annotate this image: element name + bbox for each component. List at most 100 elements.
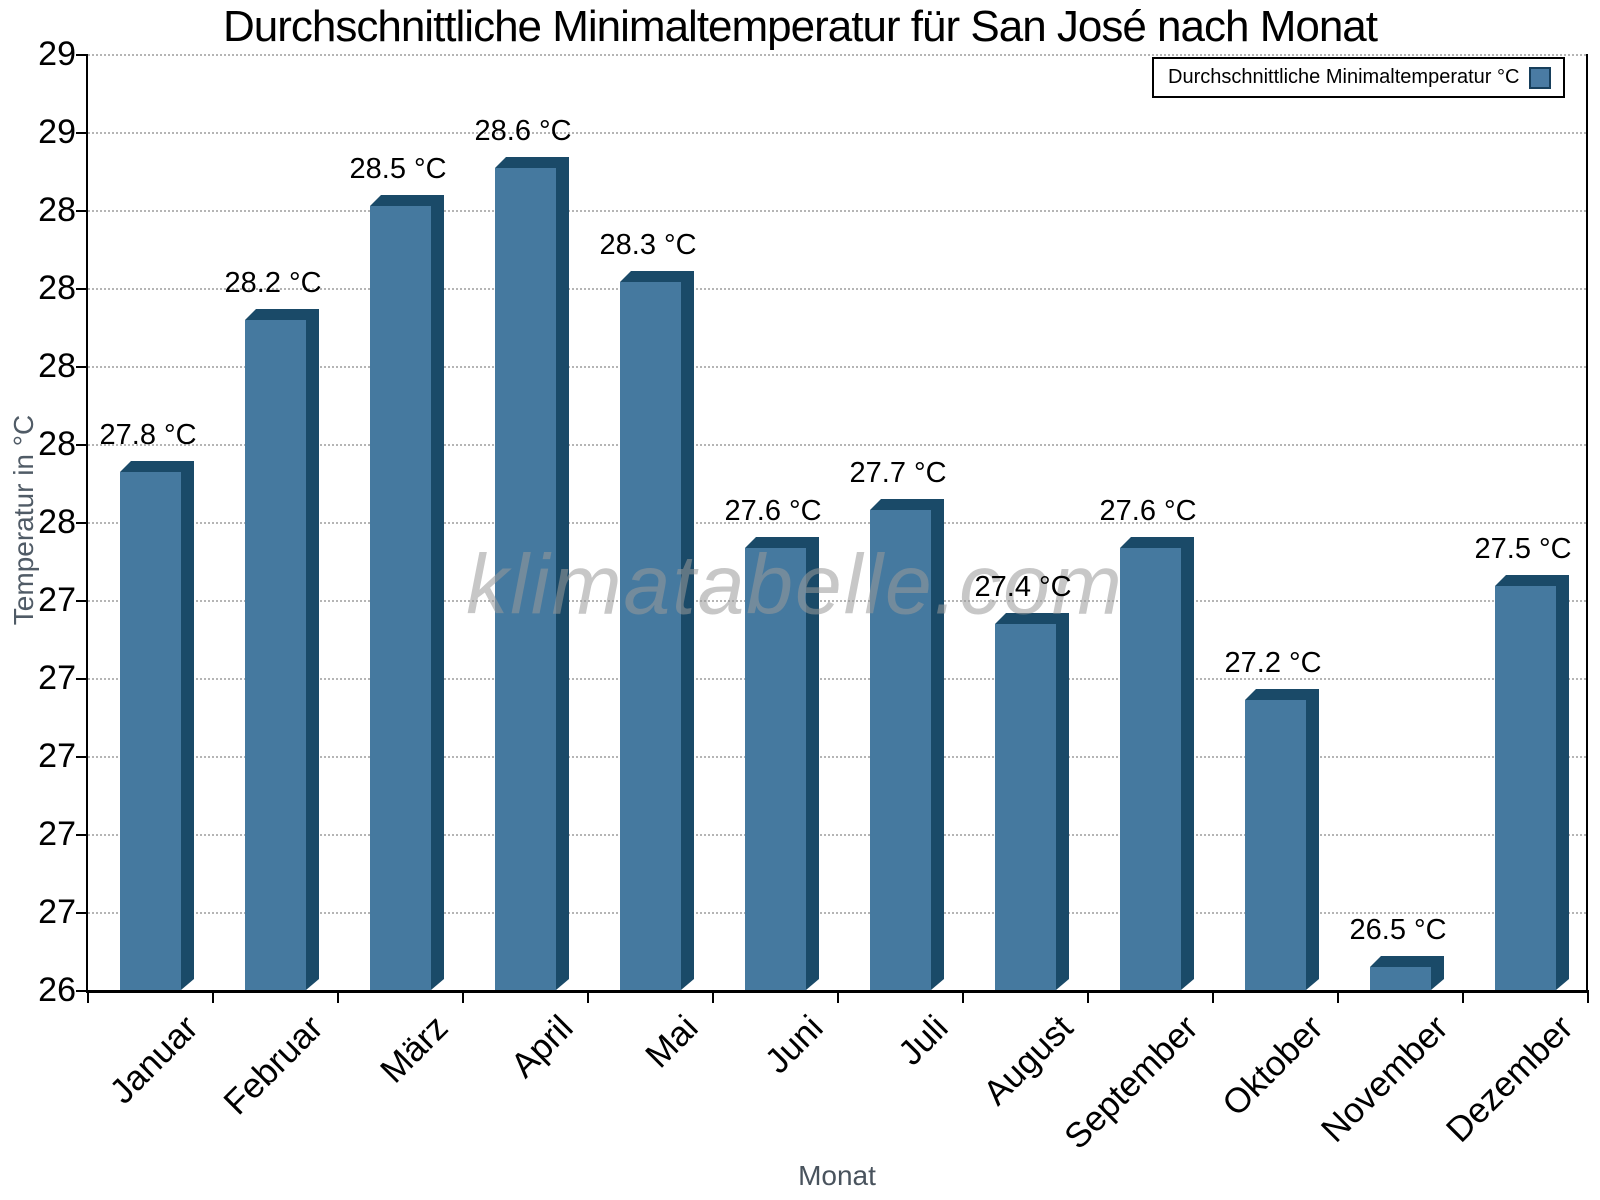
bar-face (995, 624, 1056, 990)
bar-value-label-juni: 27.6 °C (724, 495, 822, 527)
gridline (88, 132, 1586, 134)
gridline (88, 54, 1586, 56)
bar-side-bevel (306, 320, 319, 990)
bar-side-bevel (1431, 967, 1444, 990)
bar-top-bevel (495, 157, 569, 168)
bar-value-label-februar: 28.2 °C (224, 267, 322, 299)
y-tick-mark (76, 444, 88, 446)
y-tick-mark (76, 756, 88, 758)
x-tick-mark (1087, 990, 1089, 1003)
y-tick-mark (76, 132, 88, 134)
bar-side-bevel (681, 282, 694, 990)
y-tick-label: 28 (38, 269, 76, 307)
x-tick-mark (337, 990, 339, 1003)
bar-side-bevel (1556, 586, 1569, 990)
bar-april (495, 157, 569, 990)
x-axis-title: Monat (798, 1160, 876, 1191)
x-tick-mark (1462, 990, 1464, 1003)
y-tick-mark (76, 54, 88, 56)
bar-value-label-januar: 27.8 °C (99, 419, 197, 451)
y-tick-label: 28 (38, 425, 76, 463)
bar-august (995, 613, 1069, 990)
bar-value-label-dezember: 27.5 °C (1474, 533, 1572, 565)
bar-side-bevel (556, 168, 569, 990)
x-axis-label-dezember: Dezember (1438, 1008, 1581, 1150)
bar-top-bevel (1245, 689, 1319, 700)
bar-top-bevel (870, 499, 944, 510)
bar-top-bevel (245, 309, 319, 320)
bar-value-label-september: 27.6 °C (1099, 495, 1197, 527)
y-tick-label: 27 (38, 659, 76, 697)
bar-side-bevel (1306, 700, 1319, 990)
x-tick-mark (212, 990, 214, 1003)
gridline (88, 756, 1586, 758)
bar-side-bevel (806, 548, 819, 990)
bar-juli (870, 499, 944, 990)
bar-september (1120, 537, 1194, 990)
x-tick-mark (587, 990, 589, 1003)
gridline (88, 288, 1586, 290)
bar-juni (745, 537, 819, 990)
gridline (88, 912, 1586, 914)
bar-side-bevel (181, 472, 194, 990)
bar-top-bevel (620, 271, 694, 282)
bar-face (1120, 548, 1181, 990)
bar-januar (120, 461, 194, 990)
bar-value-label-juli: 27.7 °C (849, 457, 947, 489)
x-tick-mark (962, 990, 964, 1003)
x-tick-mark (87, 990, 89, 1003)
legend-swatch-icon (1529, 66, 1551, 89)
y-tick-mark (76, 600, 88, 602)
x-axis-label-april: April (503, 1008, 581, 1086)
gridline (88, 444, 1586, 446)
bar-face (1245, 700, 1306, 990)
bar-face (620, 282, 681, 990)
bar-value-label-august: 27.4 °C (974, 571, 1072, 603)
gridline (88, 210, 1586, 212)
bar-mai (620, 271, 694, 990)
bar-oktober (1245, 689, 1319, 990)
x-tick-mark (1587, 990, 1589, 1003)
x-axis-label-juni: Juni (757, 1008, 831, 1081)
bar-face (1370, 967, 1431, 990)
gridline (88, 366, 1586, 368)
bar-value-label-november: 26.5 °C (1349, 914, 1447, 946)
gridline (88, 834, 1586, 836)
y-tick-mark (76, 210, 88, 212)
bar-value-label-april: 28.6 °C (474, 115, 572, 147)
bar-top-bevel (995, 613, 1069, 624)
bar-side-bevel (931, 510, 944, 990)
watermark: klimatabelle.com (466, 537, 1124, 632)
x-tick-mark (712, 990, 714, 1003)
y-tick-mark (76, 912, 88, 914)
legend-label: Durchschnittliche Minimaltemperatur °C (1168, 66, 1520, 88)
gridline (88, 600, 1586, 602)
x-tick-mark (1337, 990, 1339, 1003)
bar-face (870, 510, 931, 990)
x-axis-label-mrz: März (373, 1008, 456, 1091)
x-tick-mark (462, 990, 464, 1003)
y-tick-label: 27 (38, 815, 76, 853)
y-tick-label: 27 (38, 581, 76, 619)
right-axis-line (1586, 54, 1588, 992)
bar-value-label-mrz: 28.5 °C (349, 153, 447, 185)
bar-face (370, 206, 431, 990)
y-tick-mark (76, 288, 88, 290)
y-tick-label: 28 (38, 347, 76, 385)
y-axis-title: Temperatur in °C (8, 414, 40, 626)
y-tick-mark (76, 366, 88, 368)
bar-top-bevel (1370, 956, 1444, 967)
bar-side-bevel (1181, 548, 1194, 990)
x-axis-label-mai: Mai (638, 1008, 706, 1076)
y-tick-label: 26 (38, 971, 76, 1009)
y-tick-label: 28 (38, 191, 76, 229)
x-tick-mark (837, 990, 839, 1003)
bar-februar (245, 309, 319, 990)
bar-top-bevel (745, 537, 819, 548)
y-tick-label: 27 (38, 893, 76, 931)
bar-side-bevel (1056, 624, 1069, 990)
gridline (88, 678, 1586, 680)
bar-dezember (1495, 575, 1569, 990)
bar-top-bevel (120, 461, 194, 472)
